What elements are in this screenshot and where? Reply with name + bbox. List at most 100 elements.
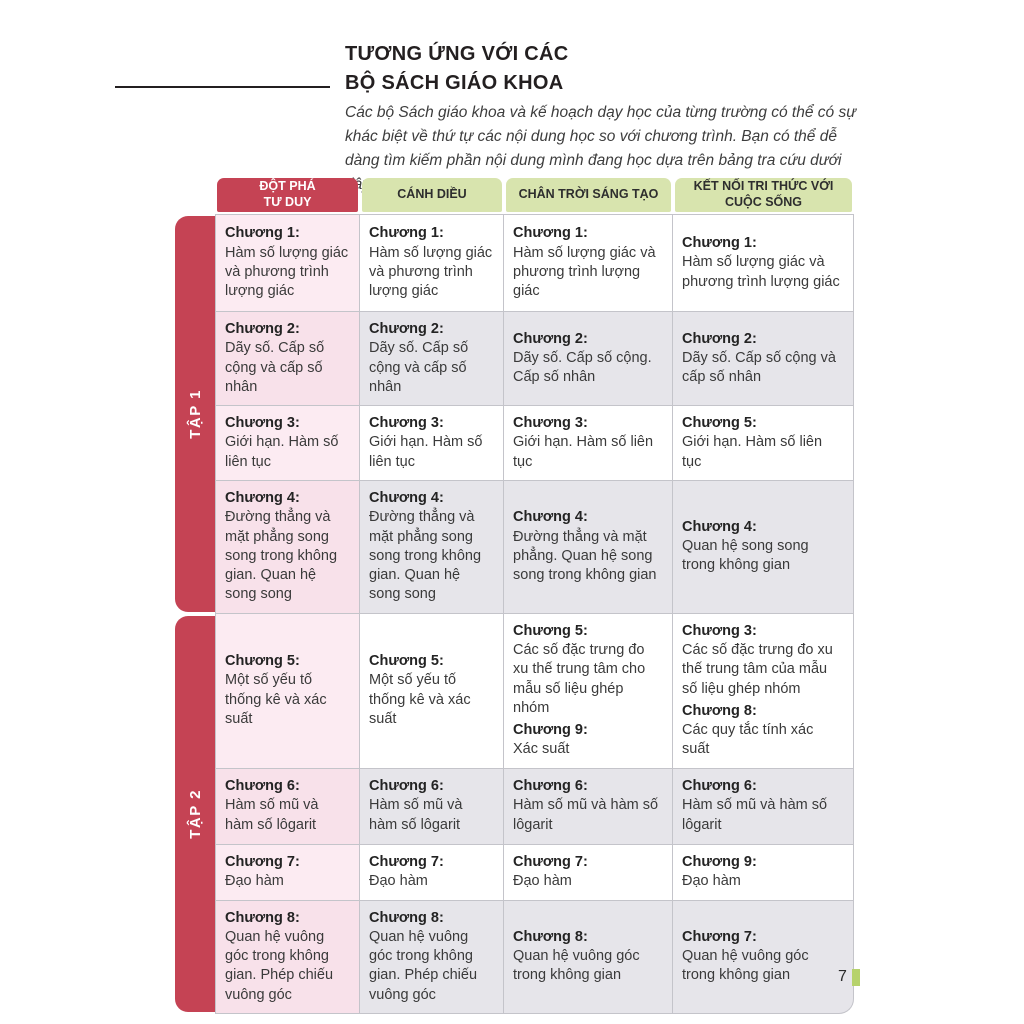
chapter-title: Dãy số. Cấp số cộng và cấp số nhân <box>682 349 836 386</box>
chapter-label: Chương 3: <box>682 622 757 639</box>
chapter-label: Chương 7: <box>369 853 444 870</box>
chapter-entry: Chương 3: Giới hạn. Hàm số liên tục <box>225 414 350 472</box>
table-cell: Chương 9: Đạo hàm <box>673 844 854 901</box>
chapter-label: Chương 8: <box>513 928 588 945</box>
chapter-entry: Chương 1: Hàm số lượng giác và phương trì… <box>225 224 350 301</box>
column-header-label: ĐỘT PHÁ TƯ DUY <box>259 179 316 209</box>
table-cell: Chương 8: Quan hệ vuông góc trong không g… <box>360 900 504 1015</box>
chapter-label: Chương 4: <box>225 489 300 506</box>
chapter-entry: Chương 5: Giới hạn. Hàm số liên tục <box>682 414 844 472</box>
page-title: TƯƠNG ỨNG VỚI CÁC BỘ SÁCH GIÁO KHOA <box>345 43 569 94</box>
chapter-label: Chương 6: <box>369 778 444 795</box>
chapter-label: Chương 5: <box>682 415 757 432</box>
table-cell: Chương 5: Giới hạn. Hàm số liên tục <box>673 406 854 481</box>
chapter-label: Chương 2: <box>513 330 588 347</box>
chapter-title: Đường thẳng và mặt phẳng. Quan hệ song s… <box>513 528 657 584</box>
table-cell: Chương 1: Hàm số lượng giác và phương trì… <box>215 214 360 312</box>
table-cell: Chương 7: Đạo hàm <box>360 844 504 901</box>
table-cell: Chương 5: Các số đặc trưng đo xu thế trun… <box>504 613 673 769</box>
table-cell: Chương 4: Đường thẳng và mặt phẳng. Quan … <box>504 480 673 614</box>
chapter-entry: Chương 2: Dãy số. Cấp số cộng. Cấp số nhâ… <box>513 330 663 388</box>
chapter-label: Chương 8: <box>682 702 757 719</box>
table-cell: Chương 6: Hàm số mũ và hàm số lôgarit <box>360 768 504 845</box>
chapter-title: Một số yếu tố thống kê và xác suất <box>225 672 327 727</box>
chapter-label: Chương 5: <box>369 653 444 670</box>
chapter-title: Đạo hàm <box>369 873 428 890</box>
chapter-title: Hàm số lượng giác và phương trình lượng … <box>682 254 840 290</box>
chapter-title: Dãy số. Cấp số cộng và cấp số nhân <box>369 340 469 395</box>
table-cell: Chương 3: Giới hạn. Hàm số liên tục <box>504 406 673 481</box>
chapter-entry: Chương 8: Quan hệ vuông góc trong không g… <box>225 909 350 1005</box>
table-cell: Chương 3: Giới hạn. Hàm số liên tục <box>360 406 504 481</box>
column-header-dot-pha-tu-duy: ĐỘT PHÁ TƯ DUY <box>217 178 358 212</box>
chapter-label: Chương 2: <box>682 330 757 347</box>
chapter-entry: Chương 6: Hàm số mũ và hàm số lôgarit <box>682 777 844 835</box>
chapter-label: Chương 6: <box>225 778 300 795</box>
chapter-title: Quan hệ vuông góc trong không gian <box>513 948 640 984</box>
chapter-entry: Chương 5: Một số yếu tố thống kê và xác s… <box>369 652 494 729</box>
chapter-title: Đạo hàm <box>682 873 741 890</box>
chapter-entry: Chương 1: Hàm số lượng giác và phương trì… <box>682 234 844 292</box>
table-cell: Chương 3: Giới hạn. Hàm số liên tục <box>215 406 360 481</box>
table-cell: Chương 6: Hàm số mũ và hàm số lôgarit <box>215 768 360 845</box>
chapter-label: Chương 1: <box>225 225 300 242</box>
chapter-entry: Chương 6: Hàm số mũ và hàm số lôgarit <box>225 777 350 835</box>
chapter-label: Chương 9: <box>682 853 757 870</box>
table-cell: Chương 6: Hàm số mũ và hàm số lôgarit <box>504 768 673 845</box>
chapter-label: Chương 7: <box>682 928 757 945</box>
volume-tab-tap-2: TẬP 2 <box>175 615 215 1013</box>
chapter-title: Giới hạn. Hàm số liên tục <box>682 434 823 470</box>
chapter-label: Chương 9: <box>513 722 588 739</box>
chapter-title: Dãy số. Cấp số cộng và cấp số nhân <box>225 340 325 395</box>
chapter-entry: Chương 4: Đường thẳng và mặt phẳng song s… <box>225 489 350 605</box>
chapter-entry: Chương 7: Đạo hàm <box>369 853 494 892</box>
chapter-title: Giới hạn. Hàm số liên tục <box>225 434 339 470</box>
page-footer: 7 <box>838 968 860 986</box>
column-header-ket-noi-tri-thuc: KẾT NỐI TRI THỨC VỚI CUỘC SỐNG <box>675 178 852 212</box>
chapter-label: Chương 5: <box>225 653 300 670</box>
chapter-entry: Chương 3: Giới hạn. Hàm số liên tục <box>369 414 494 472</box>
column-header-chan-troi-sang-tao: CHÂN TRỜI SÁNG TẠO <box>506 178 671 212</box>
table-cell: Chương 2: Dãy số. Cấp số cộng và cấp số n… <box>215 312 360 407</box>
chapter-title: Giới hạn. Hàm số liên tục <box>369 434 483 470</box>
title-divider <box>115 86 330 88</box>
chapter-label: Chương 3: <box>513 415 588 432</box>
chapter-label: Chương 5: <box>513 622 588 639</box>
chapter-entry: Chương 4: Quan hệ song song trong không g… <box>682 518 844 576</box>
table-cell: Chương 3: Các số đặc trưng đo xu thế trun… <box>673 613 854 769</box>
chapter-entry: Chương 4: Đường thẳng và mặt phẳng. Quan … <box>513 508 663 585</box>
table-cell: Chương 7: Quan hệ vuông góc trong không g… <box>673 900 854 1015</box>
volume-tab-label: TẬP 1 <box>186 388 204 439</box>
chapter-entry: Chương 9: Xác suất <box>513 721 663 760</box>
chapter-entry: Chương 2: Dãy số. Cấp số cộng và cấp số n… <box>682 330 844 388</box>
table-cell: Chương 4: Đường thẳng và mặt phẳng song s… <box>360 480 504 614</box>
chapter-title: Đường thẳng và mặt phẳng song song trong… <box>369 509 482 603</box>
table-cell: Chương 7: Đạo hàm <box>215 844 360 901</box>
lookup-table: ĐỘT PHÁ TƯ DUY CÁNH DIỀU CHÂN TRỜI SÁNG TẠ… <box>175 178 854 1015</box>
chapter-title: Hàm số lượng giác và phương trình lượng … <box>225 244 349 300</box>
chapter-label: Chương 2: <box>225 321 300 337</box>
intro-text: Các bộ Sách giáo khoa và kế hoạch dạy họ… <box>345 104 857 194</box>
chapter-label: Chương 4: <box>369 489 444 506</box>
table-cell: Chương 7: Đạo hàm <box>504 844 673 901</box>
table-cell: Chương 1: Hàm số lượng giác và phương trì… <box>673 214 854 312</box>
chapter-title: Một số yếu tố thống kê và xác suất <box>369 672 471 727</box>
table-cell: Chương 1: Hàm số lượng giác và phương trì… <box>504 214 673 312</box>
chapter-label: Chương 3: <box>369 415 444 432</box>
column-header-label: CÁNH DIỀU <box>397 187 467 202</box>
chapter-entry: Chương 7: Đạo hàm <box>513 853 663 892</box>
chapter-label: Chương 7: <box>225 853 300 870</box>
chapter-title: Quan hệ vuông góc trong không gian. Phép… <box>225 928 334 1003</box>
table-cell: Chương 5: Một số yếu tố thống kê và xác s… <box>215 613 360 769</box>
chapter-title: Đạo hàm <box>513 873 572 890</box>
chapter-entry: Chương 1: Hàm số lượng giác và phương trì… <box>369 224 494 301</box>
chapter-label: Chương 4: <box>513 509 588 526</box>
chapter-label: Chương 8: <box>369 909 444 926</box>
table-cell: Chương 6: Hàm số mũ và hàm số lôgarit <box>673 768 854 845</box>
column-header-label: KẾT NỐI TRI THỨC VỚI CUỘC SỐNG <box>693 179 834 209</box>
chapter-label: Chương 2: <box>369 321 444 337</box>
chapter-title: Hàm số mũ và hàm số lôgarit <box>369 797 463 833</box>
chapter-label: Chương 1: <box>682 235 757 252</box>
table-cell: Chương 4: Đường thẳng và mặt phẳng song s… <box>215 480 360 614</box>
